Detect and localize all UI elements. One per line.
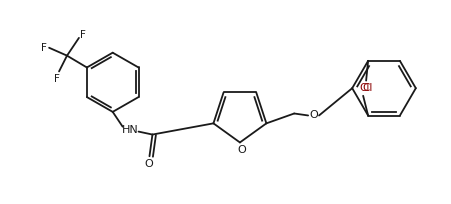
Text: HN: HN bbox=[122, 125, 139, 135]
Text: F: F bbox=[54, 74, 60, 84]
Text: F: F bbox=[80, 30, 86, 40]
Text: O: O bbox=[144, 159, 153, 169]
Text: F: F bbox=[41, 43, 47, 53]
Text: O: O bbox=[238, 145, 246, 155]
Text: Cl: Cl bbox=[362, 83, 373, 93]
Text: Cl: Cl bbox=[359, 83, 369, 93]
Text: O: O bbox=[310, 111, 318, 121]
